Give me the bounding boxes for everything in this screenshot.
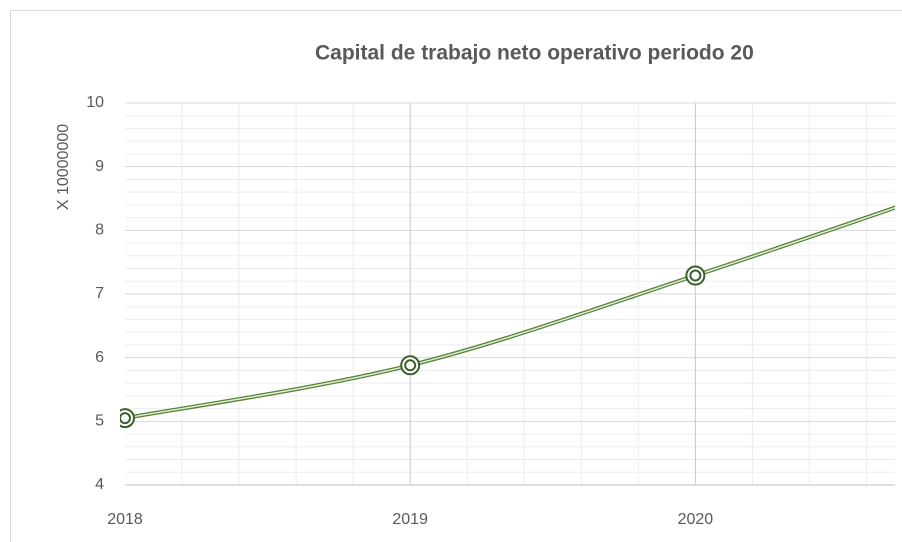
grid bbox=[125, 102, 895, 486]
y-tick-label: 7 bbox=[95, 285, 104, 302]
series-line bbox=[124, 205, 895, 421]
y-tick-label: 9 bbox=[95, 158, 104, 175]
data-point-inner bbox=[689, 269, 702, 282]
chart-title: Capital de trabajo neto operativo period… bbox=[315, 42, 754, 65]
y-tick-label: 10 bbox=[86, 94, 104, 111]
data-point bbox=[120, 408, 135, 429]
data-point bbox=[400, 355, 421, 376]
y-tick-label: 6 bbox=[95, 349, 104, 366]
x-tick-label: 2018 bbox=[107, 511, 143, 528]
y-tick-label: 5 bbox=[95, 413, 104, 430]
data-point-inner bbox=[404, 359, 417, 372]
y-axis-label: X 10000000 bbox=[55, 124, 72, 210]
x-tick-label: 2019 bbox=[392, 511, 428, 528]
y-tick-label: 4 bbox=[95, 476, 104, 493]
data-point bbox=[685, 265, 706, 286]
data-point-inner bbox=[120, 412, 131, 425]
x-tick-label: 2020 bbox=[678, 511, 714, 528]
plot-area bbox=[120, 205, 895, 429]
series-line-inner bbox=[124, 206, 895, 419]
y-tick-label: 8 bbox=[95, 222, 104, 239]
